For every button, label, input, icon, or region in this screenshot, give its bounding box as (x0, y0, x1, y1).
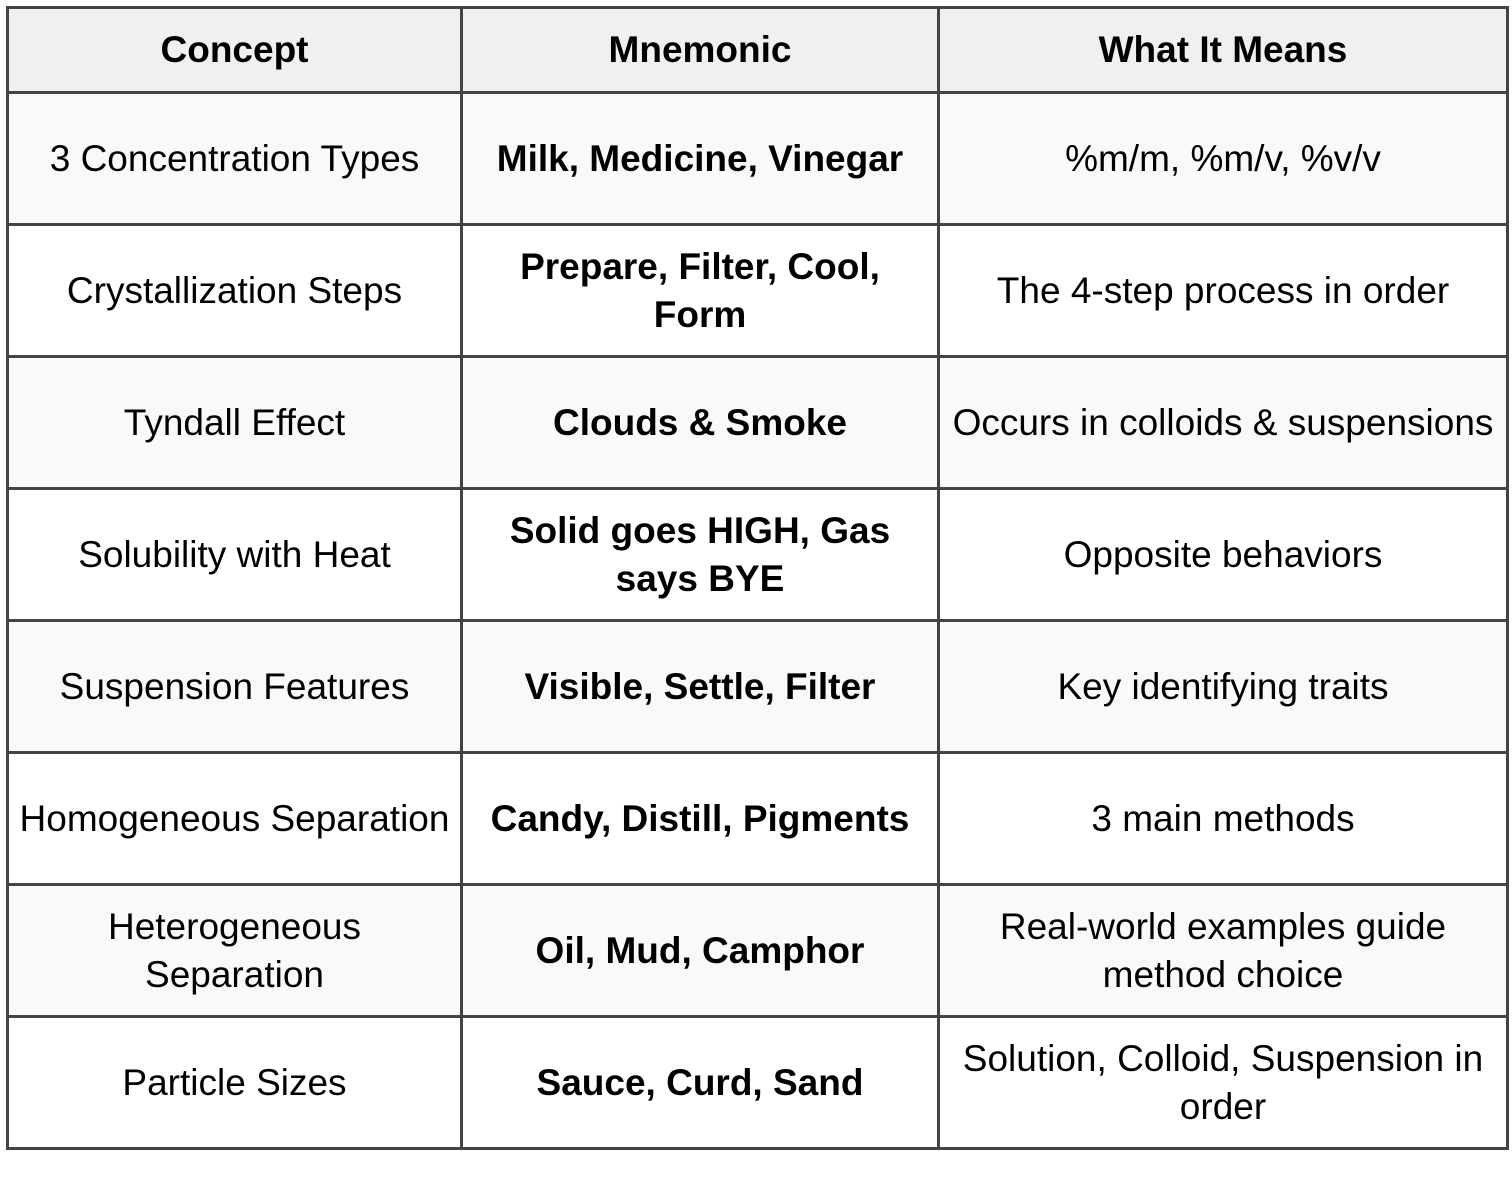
meaning-cell: %m/m, %m/v, %v/v (937, 91, 1509, 226)
concept-cell: Solubility with Heat (6, 487, 463, 622)
mnemonic-cell: Milk, Medicine, Vinegar (460, 91, 940, 226)
mnemonic-table: Concept Mnemonic What It Means 3 Concent… (6, 6, 1509, 1150)
concept-cell: Homogeneous Separation (6, 751, 463, 886)
mnemonic-cell: Clouds & Smoke (460, 355, 940, 490)
table-row: Crystallization Steps Prepare, Filter, Co… (6, 223, 1509, 358)
meaning-cell: Real-world examples guide method choice (937, 883, 1509, 1018)
table-row: Suspension Features Visible, Settle, Filt… (6, 619, 1509, 754)
mnemonic-cell: Prepare, Filter, Cool, Form (460, 223, 940, 358)
header-meaning: What It Means (937, 6, 1509, 94)
meaning-cell: Occurs in colloids & suspensions (937, 355, 1509, 490)
concept-cell: 3 Concentration Types (6, 91, 463, 226)
meaning-cell: Solution, Colloid, Suspension in order (937, 1015, 1509, 1150)
mnemonic-cell: Candy, Distill, Pigments (460, 751, 940, 886)
mnemonic-cell: Solid goes HIGH, Gas says BYE (460, 487, 940, 622)
table-row: Tyndall Effect Clouds & Smoke Occurs in co… (6, 355, 1509, 490)
concept-cell: Particle Sizes (6, 1015, 463, 1150)
header-concept: Concept (6, 6, 463, 94)
concept-cell: Heterogeneous Separation (6, 883, 463, 1018)
mnemonic-cell: Oil, Mud, Camphor (460, 883, 940, 1018)
table-row: Homogeneous Separation Candy, Distill, Pi… (6, 751, 1509, 886)
mnemonic-cell: Sauce, Curd, Sand (460, 1015, 940, 1150)
meaning-cell: The 4-step process in order (937, 223, 1509, 358)
meaning-cell: Key identifying traits (937, 619, 1509, 754)
concept-cell: Suspension Features (6, 619, 463, 754)
table-row: Solubility with Heat Solid goes HIGH, Gas… (6, 487, 1509, 622)
table-row: Particle Sizes Sauce, Curd, Sand Solution,… (6, 1015, 1509, 1150)
meaning-cell: 3 main methods (937, 751, 1509, 886)
mnemonic-cell: Visible, Settle, Filter (460, 619, 940, 754)
meaning-cell: Opposite behaviors (937, 487, 1509, 622)
concept-cell: Crystallization Steps (6, 223, 463, 358)
header-mnemonic: Mnemonic (460, 6, 940, 94)
table-row: 3 Concentration Types Milk, Medicine, Vin… (6, 91, 1509, 226)
header-row: Concept Mnemonic What It Means (6, 6, 1509, 94)
concept-cell: Tyndall Effect (6, 355, 463, 490)
table-row: Heterogeneous Separation Oil, Mud, Campho… (6, 883, 1509, 1018)
